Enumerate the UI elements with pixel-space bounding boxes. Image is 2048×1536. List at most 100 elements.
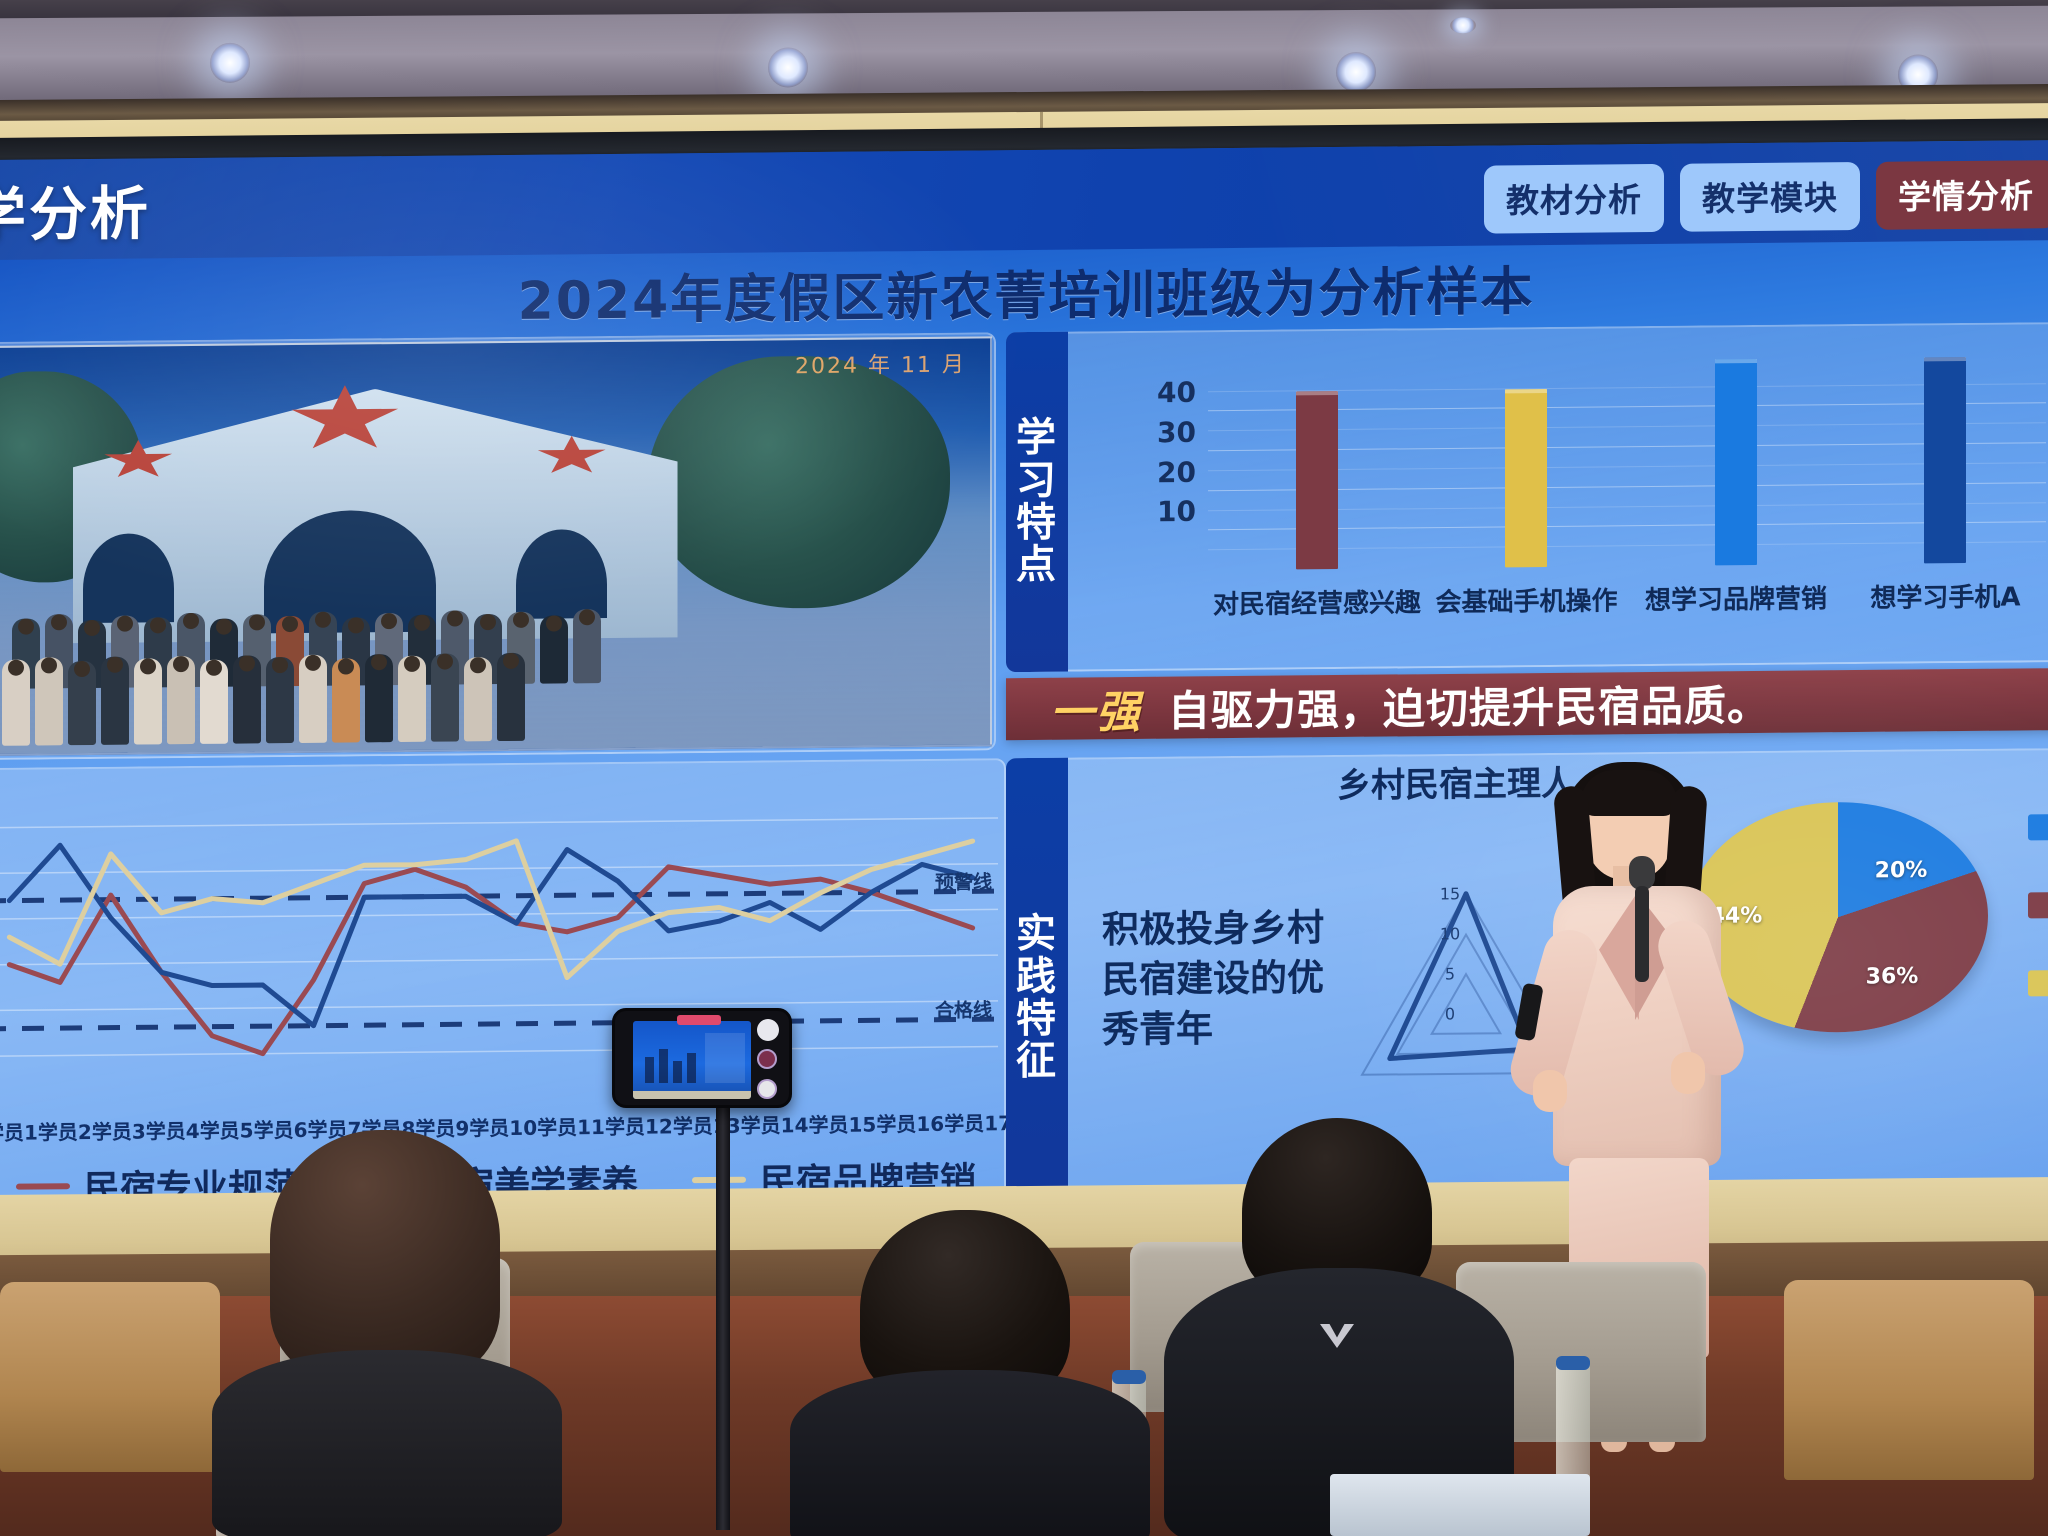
line-x-label: 学员15 [808,1111,877,1137]
photo-panel: 2024 年 11 月 [0,332,996,761]
radar-tick: 15 [1439,884,1461,904]
bar-0 [1295,390,1338,570]
radar-series [1387,891,1531,1062]
line-x-label: 学员1 [0,1119,38,1145]
pie-chart-legend [2028,814,2048,997]
line-grid [0,1045,998,1058]
presenter-fringe [1581,770,1677,816]
line-x-label: 学员14 [740,1112,809,1138]
line-x-label: 学员4 [145,1118,200,1143]
radar-svg [1360,891,1572,1076]
bar-highlight [1295,390,1338,396]
side-label-char: 点 [1016,542,1058,589]
chair [1784,1280,2034,1480]
presenter-hand-right [1671,1052,1705,1094]
radar-chart: 15 10 5 0 [1306,844,1626,1147]
line-x-label: 学员2 [37,1119,92,1144]
bar-category-label: 会基础手机操作 [1435,586,1618,619]
record-button[interactable] [757,1049,777,1069]
legend-swatch [16,1183,70,1190]
pie-legend-swatch-maroon [2028,892,2048,919]
presenter-hand-left [1533,1070,1567,1112]
bar-chart: 10 20 30 40 对民宿经营感兴趣 会基础手机操作 想学习品牌营销 想学习手机A [1088,326,2048,667]
side-label-char: 特 [1016,499,1058,547]
pie-slice-label: 20% [1874,857,1928,884]
practice-panel-side-label: 实 践 特 征 [1006,757,1068,1200]
line-grid [0,862,998,875]
gallery-button[interactable] [757,1079,777,1099]
line-grid [0,908,998,920]
line-chart-plot [0,772,998,1102]
tripod-pole [716,1060,730,1530]
bar-y-tick: 30 [1157,415,1196,450]
downlight-icon [1450,17,1476,34]
line-grid [0,1000,998,1012]
recording-indicator [677,1015,721,1025]
side-label-char: 学 [1016,414,1058,462]
line-x-label: 学员16 [876,1111,945,1136]
banner-strength-key: 一强 [1050,686,1142,739]
microphone-icon [1629,856,1655,890]
line-series-2 [6,838,976,981]
audience-member [790,1210,1150,1536]
slide-header-title: 学分析 [0,179,152,250]
pie-legend-swatch-blue [2028,814,2048,841]
radar-tick: 10 [1439,924,1461,944]
bar-3 [1924,356,1967,564]
audience-body [212,1350,562,1536]
line-x-label: 学员3 [91,1118,146,1144]
threshold-label-1: 合格线 [934,999,992,1022]
threshold-line-1 [0,1016,998,1032]
banner-strength: 一强 自驱力强，迫切提升民宿品质。 [1006,668,2048,741]
bar-2 [1714,358,1757,566]
downlight-icon [768,47,808,88]
tab-student-analysis[interactable]: 学情分析 [1876,160,2048,230]
line-x-label: 学员17 [944,1110,1006,1136]
phone-screen[interactable] [633,1021,751,1099]
radar-ring [1360,891,1572,1076]
practice-panel: 实 践 特 征 积极投身乡村民宿建设的优秀青年 乡村民宿主理人 15 10 5 0 2… [1006,748,2048,1200]
bar-chart-plot: 10 20 30 40 对民宿经营感兴趣 会基础手机操作 想学习品牌营销 想学习手机A [1157,344,2046,620]
line-chart-svg [0,817,998,1058]
bar-1 [1505,388,1548,568]
side-label-char: 践 [1016,953,1058,1000]
bar-highlight [1505,388,1548,394]
radar-tick: 0 [1444,1004,1456,1024]
tab-textbook-analysis[interactable]: 教材分析 [1484,163,1664,234]
practice-description: 积极投身乡村民宿建设的优秀青年 [1102,906,1324,1052]
side-label-char: 特 [1016,995,1058,1043]
smartphone[interactable] [612,1008,792,1108]
bar-category-label: 想学习品牌营销 [1644,584,1827,617]
tree-shape [647,354,950,610]
slide-header: 学分析 教材分析 教学模块 学情分析 口 [0,140,2048,260]
bar-highlight [1714,358,1757,364]
projection-screen: 学分析 教材分析 教学模块 学情分析 口 2024年度假区新农菁培训班级为分析样… [0,140,2048,1200]
line-series-0 [6,864,976,1057]
learning-traits-panel: 学 习 特 点 10 20 30 40 对民宿经营感兴趣 会基础手机操作 想学习品牌营销 想学… [1006,322,2048,673]
bar-y-tick: 10 [1157,495,1196,529]
radar-tick: 5 [1444,964,1456,984]
class-group-photo: 2024 年 11 月 [0,336,992,757]
pie-legend-swatch-yellow [2028,970,2048,997]
tab-teaching-module[interactable]: 教学模块 [1680,161,1860,232]
audience-head [270,1130,500,1380]
banner-strength-text: 自驱力强，迫切提升民宿品质。 [1168,680,1771,736]
bar-category-label: 对民宿经营感兴趣 [1212,588,1421,621]
side-label-char: 征 [1016,1038,1058,1085]
threshold-label-0: 预警线 [934,871,992,894]
slide-nav-tabs: 教材分析 教学模块 学情分析 口 [1484,160,2048,234]
bar-highlight [1924,356,1967,362]
side-label-char: 习 [1016,457,1058,504]
radar-ring [1429,972,1503,1035]
downlight-icon [210,42,250,83]
photo-watermark: 2024 年 11 月 [795,352,966,380]
laptop[interactable] [1330,1474,1590,1536]
downlight-icon [1336,51,1376,93]
audience-body [790,1370,1150,1536]
line-x-label: 学员13 [672,1113,741,1138]
audience-head [860,1210,1070,1400]
side-label-char: 实 [1016,910,1058,958]
shutter-button[interactable] [757,1019,779,1041]
photo-people-row [2,652,530,746]
